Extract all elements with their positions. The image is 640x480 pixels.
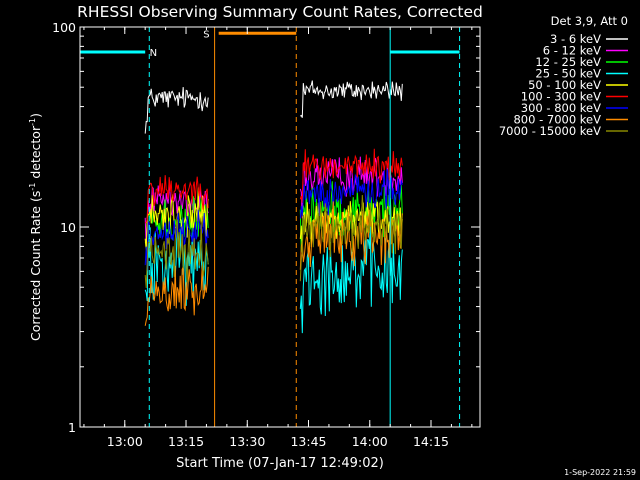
y-axis-label-main: Corrected Count Rate (s <box>28 191 43 341</box>
y-tick-label: 100 <box>52 20 76 35</box>
y-axis-label-end: ) <box>28 113 43 118</box>
chart-title: RHESSI Observing Summary Count Rates, Co… <box>77 3 483 21</box>
y-axis-label-mid: detector <box>28 125 43 183</box>
series-line <box>144 265 209 326</box>
legend-label: 300 - 800 keV <box>521 101 601 115</box>
x-axis-label: Start Time (07-Jan-17 12:49:02) <box>176 456 384 471</box>
legend-label: 6 - 12 keV <box>543 44 601 58</box>
annotation-label: N <box>150 48 157 59</box>
y-tick-label: 10 <box>60 220 76 235</box>
legend-label: 3 - 6 keV <box>550 32 601 46</box>
x-tick-label: 13:30 <box>229 434 265 449</box>
series-line <box>299 169 403 219</box>
legend-label: 7000 - 15000 keV <box>499 124 601 138</box>
legend-title: Det 3,9, Att 0 <box>551 14 628 28</box>
series-line <box>299 226 403 334</box>
axes: 13:00 13:15 13:30 13:45 14:00 14:15 1 10 100 <box>52 20 481 449</box>
series-line <box>300 80 403 118</box>
series-line <box>144 209 209 271</box>
y-tick-label: 1 <box>68 420 76 435</box>
legend-label: 12 - 25 keV <box>535 55 601 69</box>
series-line <box>299 148 403 203</box>
x-tick-label: 13:45 <box>290 434 326 449</box>
y-axis-label-sup1: -1 <box>28 183 37 191</box>
series-line <box>144 175 209 224</box>
y-axis-label-sup2: -1 <box>28 118 37 126</box>
plot-frame <box>79 26 481 428</box>
legend-label: 25 - 50 keV <box>535 67 601 81</box>
plot-area: NS <box>79 27 461 427</box>
y-axis-label: Corrected Count Rate (s-1 detector-1) <box>28 113 43 341</box>
x-tick-label: 14:00 <box>352 434 388 449</box>
legend-label: 800 - 7000 keV <box>513 113 601 127</box>
annotation-label: S <box>203 29 209 40</box>
x-tick-label: 13:00 <box>107 434 143 449</box>
x-tick-label: 14:15 <box>413 434 449 449</box>
legend-label: 100 - 300 keV <box>521 90 601 104</box>
series-line <box>299 194 403 282</box>
timestamp: 1-Sep-2022 21:59 <box>564 468 636 477</box>
series-line <box>144 219 209 289</box>
legend-label: 50 - 100 keV <box>528 78 601 92</box>
series-line <box>144 87 209 134</box>
x-tick-label: 13:15 <box>168 434 204 449</box>
